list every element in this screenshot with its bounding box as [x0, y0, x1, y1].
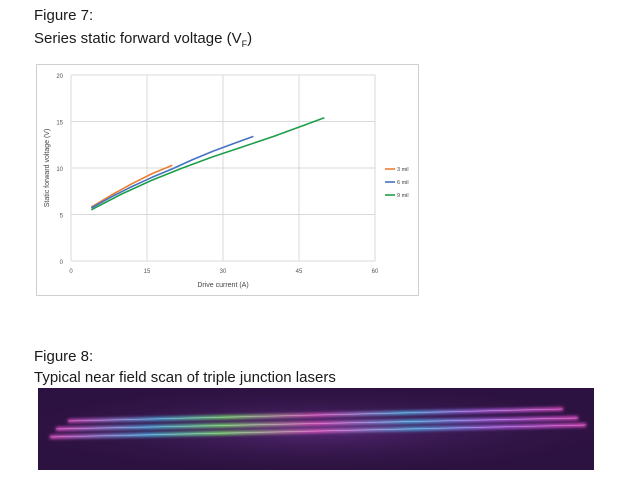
series-line-6-mil [90, 135, 254, 209]
figure-8-title: Typical near field scan of triple juncti… [34, 369, 336, 386]
figure-7-title: Series static forward voltage (VF) [34, 29, 252, 54]
series-line-3-mil [90, 164, 173, 208]
laser-stripes [49, 407, 587, 439]
forward-voltage-chart: 0 5 10 15 20 0 15 30 45 60 Drive current (A) Static… [36, 64, 419, 296]
figure-7-label: Figure 7: [34, 7, 94, 24]
figure-7-title-subscript: F [241, 39, 248, 49]
legend-label-3-mil: 3 mil [397, 167, 409, 173]
x-tick-label: 60 [372, 269, 379, 275]
x-tick-label: 15 [144, 269, 151, 275]
x-tick-label: 0 [69, 269, 73, 275]
legend-label-6-mil: 6 mil [397, 180, 409, 186]
chart-svg: 0 5 10 15 20 0 15 30 45 60 Drive current (A) Static… [44, 74, 409, 289]
x-axis-label: Drive current (A) [197, 282, 248, 289]
legend-label-9-mil: 9 mil [397, 193, 409, 199]
y-tick-label: 5 [60, 214, 64, 220]
laser-stripe-3 [49, 423, 587, 439]
y-tick-label: 0 [60, 260, 64, 266]
figure-8-label: Figure 8: [34, 348, 94, 365]
y-tick-label: 10 [56, 167, 63, 173]
y-tick-label: 20 [56, 74, 63, 80]
x-tick-label: 30 [220, 269, 227, 275]
y-tick-label: 15 [56, 121, 63, 127]
series-line-9-mil [90, 117, 325, 211]
laser-stripe-cores [49, 408, 587, 438]
x-tick-label: 45 [296, 269, 303, 275]
figure-7-title-text: Series static forward voltage (V [34, 30, 242, 47]
figure-7-title-suffix: ) [247, 30, 253, 47]
laser-stripe-1 [67, 407, 564, 423]
near-field-scan-svg [38, 388, 594, 470]
laser-stripe-2 [55, 416, 579, 431]
y-axis-label: Static forward voltage (V) [44, 129, 51, 208]
near-field-scan-image [38, 388, 594, 470]
